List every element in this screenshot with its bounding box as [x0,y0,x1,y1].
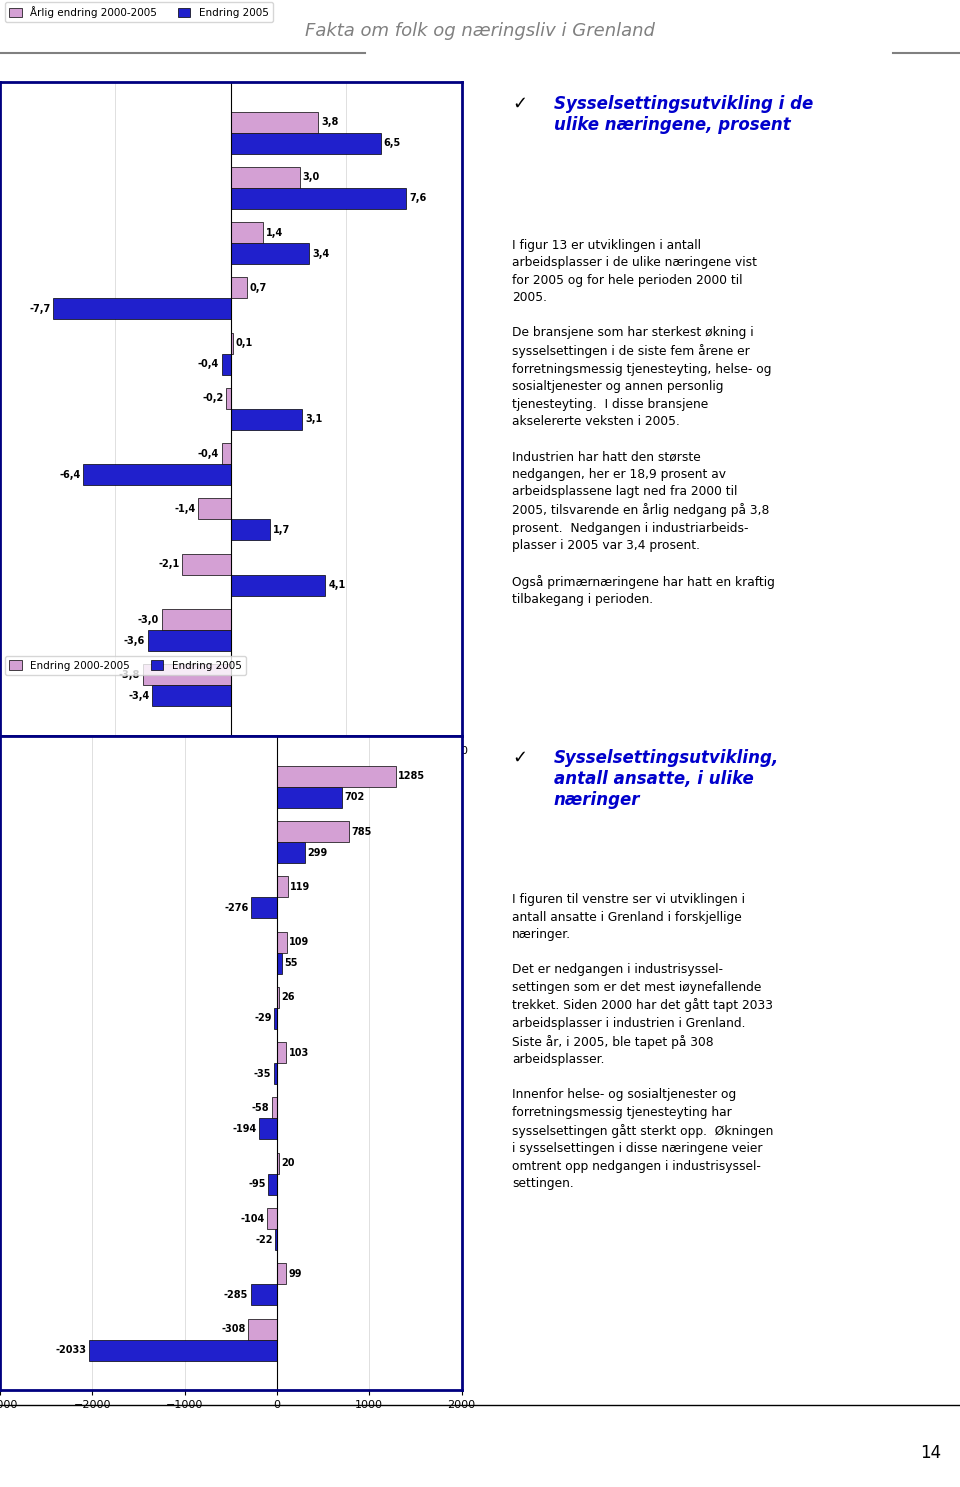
Text: -7,7: -7,7 [29,303,50,314]
Bar [230,132,381,153]
Text: -1,4: -1,4 [175,504,196,515]
Bar [276,1042,286,1063]
Bar [84,464,230,485]
Text: 14: 14 [920,1444,941,1462]
Text: -58: -58 [252,1103,269,1112]
Text: 119: 119 [290,882,310,892]
Text: -3,8: -3,8 [119,669,140,680]
Bar [222,354,230,375]
Bar [276,787,342,807]
Bar [230,333,233,354]
Bar [143,665,230,686]
Text: -3,0: -3,0 [137,614,158,625]
Bar [252,897,276,919]
Bar [148,630,230,651]
Text: -285: -285 [224,1289,249,1300]
Text: 3,1: 3,1 [305,415,323,424]
Bar [230,187,406,208]
Text: I figur 13 er utviklingen i antall
arbeidsplasser i de ulike næringene vist
for : I figur 13 er utviklingen i antall arbei… [513,239,775,607]
Bar [230,167,300,187]
Bar [267,1207,276,1230]
Text: -22: -22 [255,1234,273,1245]
Text: -194: -194 [232,1124,256,1135]
Text: I figuren til venstre ser vi utviklingen i
antall ansatte i Grenland i forskjell: I figuren til venstre ser vi utviklingen… [513,894,774,1190]
Bar [230,409,302,430]
Text: Figur 14: Prosentvis vekst i
sysselsetting i forskjellige næringer i
Grenland.  : Figur 14: Prosentvis vekst i sysselsetti… [0,854,205,888]
Bar [275,1230,276,1251]
Text: 0,1: 0,1 [236,338,253,348]
Bar [182,553,230,575]
Text: -0,4: -0,4 [198,360,219,369]
Bar [276,1152,278,1173]
Text: ✓: ✓ [513,749,527,767]
Bar [268,1173,276,1194]
Text: -0,2: -0,2 [203,394,224,403]
Text: Sysselsettingsutvikling,
antall ansatte, i ulike
næringer: Sysselsettingsutvikling, antall ansatte,… [554,749,780,809]
Text: Sysselsettingsutvikling i de
ulike næringene, prosent: Sysselsettingsutvikling i de ulike nærin… [554,95,813,134]
Text: -0,4: -0,4 [198,449,219,458]
Text: 7,6: 7,6 [409,193,426,204]
Bar [259,1118,276,1139]
Bar [276,953,282,974]
Text: -35: -35 [253,1069,272,1078]
Text: 55: 55 [284,958,298,968]
Text: -104: -104 [241,1213,265,1224]
Bar [161,610,230,630]
Text: -6,4: -6,4 [60,470,81,480]
Bar [276,987,279,1008]
Text: -29: -29 [254,1014,272,1023]
Bar [249,1319,276,1340]
Text: 103: 103 [289,1048,309,1057]
Bar [251,1285,276,1306]
Text: 1285: 1285 [397,772,425,781]
Bar [53,299,230,320]
Bar [199,498,230,519]
Bar [222,443,230,464]
Bar [276,766,396,787]
Text: 702: 702 [344,793,364,803]
Legend: Årlig endring 2000-2005, Endring 2005: Årlig endring 2000-2005, Endring 2005 [5,1,273,22]
Text: 99: 99 [288,1268,301,1279]
Text: 3,8: 3,8 [322,117,339,126]
Bar [89,1340,276,1361]
Text: -95: -95 [249,1179,266,1190]
Bar [227,388,230,409]
Bar [274,1063,276,1084]
Bar [230,575,325,596]
Bar [272,1097,276,1118]
Bar [276,1264,286,1285]
Text: 1,4: 1,4 [266,228,283,238]
Bar [230,519,270,540]
Text: -3,4: -3,4 [129,691,150,700]
Text: 109: 109 [289,937,309,947]
Text: -308: -308 [222,1323,246,1334]
Text: -2033: -2033 [56,1346,87,1355]
Text: 1,7: 1,7 [273,525,290,535]
Text: ✓: ✓ [513,95,527,113]
Bar [276,842,304,862]
Text: 6,5: 6,5 [384,138,400,149]
Legend: Endring 2000-2005, Endring 2005: Endring 2000-2005, Endring 2005 [5,656,246,675]
Text: -276: -276 [225,903,250,913]
Bar [230,242,309,265]
Bar [153,686,230,706]
Text: 20: 20 [281,1158,295,1169]
Text: Fakta om folk og næringsliv i Grenland: Fakta om folk og næringsliv i Grenland [305,22,655,40]
Text: 0,7: 0,7 [250,283,267,293]
Bar [276,876,288,897]
Text: 3,0: 3,0 [302,172,320,183]
Text: 3,4: 3,4 [312,248,329,259]
Text: 785: 785 [351,827,372,837]
Text: 4,1: 4,1 [328,580,346,590]
Bar [275,1008,276,1029]
Text: 26: 26 [281,992,295,1002]
Text: 299: 299 [307,848,327,858]
Text: -3,6: -3,6 [124,635,145,645]
Bar [230,112,319,132]
Text: -2,1: -2,1 [158,559,180,570]
Bar [230,222,263,242]
Bar [276,932,287,953]
Bar [276,821,349,842]
Bar [230,278,247,299]
